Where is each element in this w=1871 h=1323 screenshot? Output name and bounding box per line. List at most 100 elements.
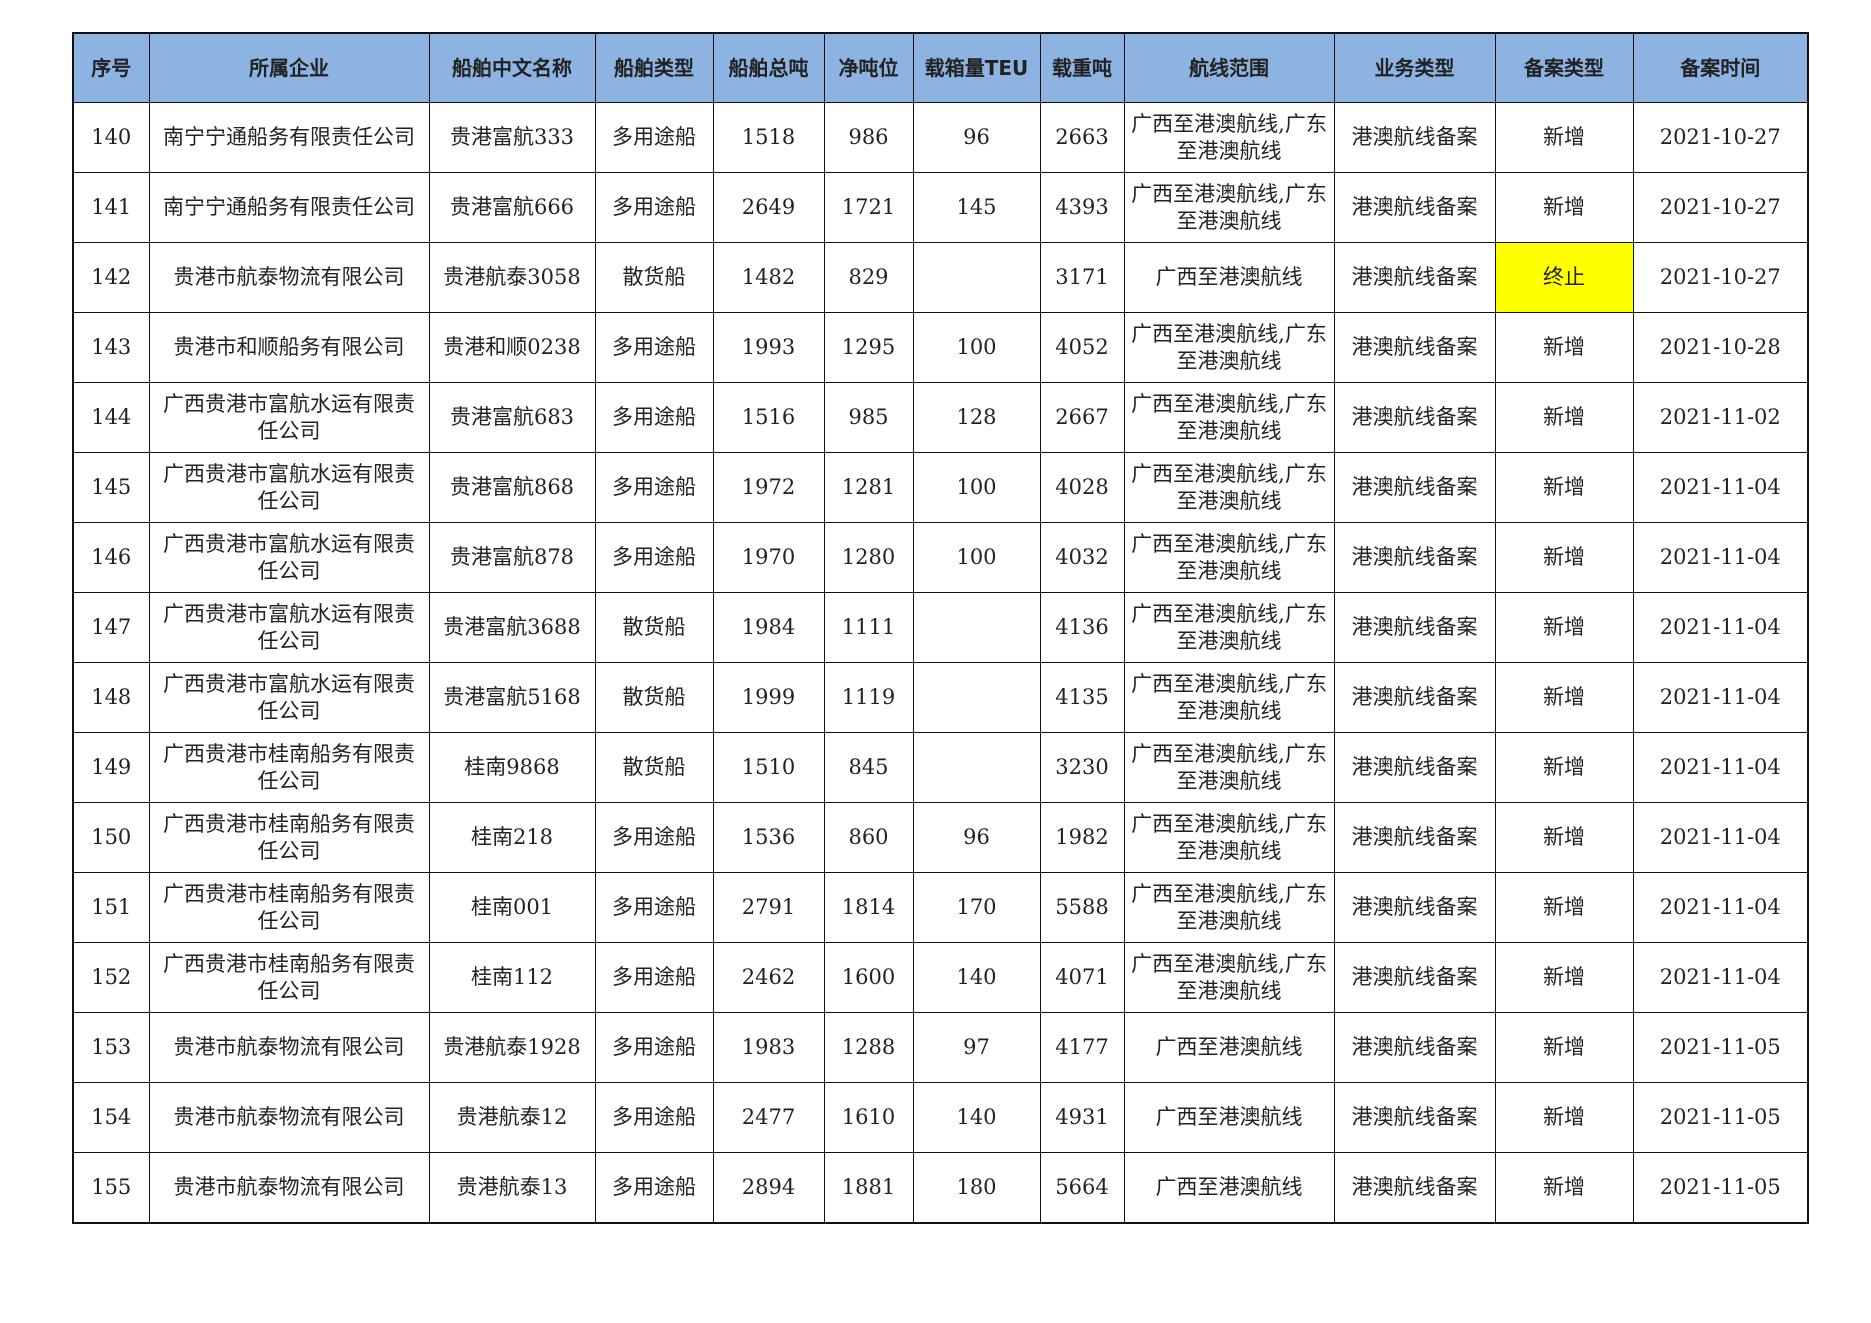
header-teu: 载箱量TEU	[912, 32, 1041, 103]
cell-ship-name: 贵港航泰3058	[428, 242, 596, 313]
cell-teu: 180	[912, 1152, 1041, 1224]
cell-company: 广西贵港市富航水运有限责任公司	[148, 452, 430, 523]
cell-ship-name: 贵港和顺0238	[428, 312, 596, 383]
table-row: 140 南宁宁通船务有限责任公司 贵港富航333 多用途船 1518 986 96 2663 广…	[72, 102, 1809, 173]
cell-filing-date: 2021-11-04	[1632, 802, 1809, 873]
cell-ship-name: 桂南112	[428, 942, 596, 1013]
cell-route: 广西至港澳航线,广东至港澳航线	[1123, 802, 1335, 873]
cell-business-type: 港澳航线备案	[1333, 662, 1496, 733]
cell-ship-name: 贵港航泰13	[428, 1152, 596, 1224]
cell-gross-tonnage: 1482	[712, 242, 825, 313]
cell-teu: 140	[912, 942, 1041, 1013]
cell-seq: 148	[72, 662, 150, 733]
cell-filing-date: 2021-11-04	[1632, 942, 1809, 1013]
cell-filing-type: 新增	[1494, 312, 1634, 383]
cell-filing-date: 2021-11-04	[1632, 872, 1809, 943]
cell-teu: 170	[912, 872, 1041, 943]
cell-gross-tonnage: 1983	[712, 1012, 825, 1083]
header-deadweight: 载重吨	[1039, 32, 1125, 103]
table-row: 152 广西贵港市桂南船务有限责任公司 桂南112 多用途船 2462 1600 140 40…	[72, 942, 1809, 1013]
cell-ship-name: 贵港富航868	[428, 452, 596, 523]
cell-route: 广西至港澳航线	[1123, 1152, 1335, 1224]
cell-net-tonnage: 829	[823, 242, 914, 313]
cell-seq: 147	[72, 592, 150, 663]
cell-net-tonnage: 845	[823, 732, 914, 803]
cell-company: 广西贵港市富航水运有限责任公司	[148, 382, 430, 453]
cell-filing-type: 新增	[1494, 172, 1634, 243]
cell-ship-type: 多用途船	[594, 452, 714, 523]
ship-filing-table: 序号 所属企业 船舶中文名称 船舶类型 船舶总吨 净吨位 载箱量TEU 载重吨 航线范围 业务类型…	[72, 32, 1809, 1224]
cell-deadweight: 5664	[1039, 1152, 1125, 1224]
header-row: 序号 所属企业 船舶中文名称 船舶类型 船舶总吨 净吨位 载箱量TEU 载重吨 航线范围 业务类型…	[72, 32, 1809, 103]
cell-ship-type: 多用途船	[594, 872, 714, 943]
cell-filing-date: 2021-11-04	[1632, 522, 1809, 593]
cell-filing-type: 新增	[1494, 662, 1634, 733]
table-row: 155 贵港市航泰物流有限公司 贵港航泰13 多用途船 2894 1881 180 5664 广…	[72, 1152, 1809, 1224]
cell-seq: 143	[72, 312, 150, 383]
cell-route: 广西至港澳航线,广东至港澳航线	[1123, 662, 1335, 733]
cell-ship-name: 贵港富航5168	[428, 662, 596, 733]
cell-company: 贵港市航泰物流有限公司	[148, 242, 430, 313]
cell-route: 广西至港澳航线,广东至港澳航线	[1123, 172, 1335, 243]
cell-ship-name: 桂南218	[428, 802, 596, 873]
cell-deadweight: 1982	[1039, 802, 1125, 873]
cell-gross-tonnage: 2649	[712, 172, 825, 243]
cell-filing-date: 2021-10-27	[1632, 242, 1809, 313]
cell-net-tonnage: 985	[823, 382, 914, 453]
cell-filing-type: 新增	[1494, 102, 1634, 173]
cell-gross-tonnage: 2477	[712, 1082, 825, 1153]
header-seq: 序号	[72, 32, 150, 103]
cell-seq: 154	[72, 1082, 150, 1153]
cell-filing-type: 新增	[1494, 802, 1634, 873]
cell-route: 广西至港澳航线,广东至港澳航线	[1123, 872, 1335, 943]
cell-ship-type: 多用途船	[594, 522, 714, 593]
cell-ship-type: 多用途船	[594, 1152, 714, 1224]
cell-teu: 97	[912, 1012, 1041, 1083]
cell-deadweight: 3230	[1039, 732, 1125, 803]
cell-gross-tonnage: 2791	[712, 872, 825, 943]
cell-ship-name: 贵港富航683	[428, 382, 596, 453]
cell-company: 贵港市和顺船务有限公司	[148, 312, 430, 383]
cell-company: 广西贵港市富航水运有限责任公司	[148, 662, 430, 733]
cell-deadweight: 5588	[1039, 872, 1125, 943]
cell-gross-tonnage: 1993	[712, 312, 825, 383]
cell-net-tonnage: 1280	[823, 522, 914, 593]
cell-deadweight: 2663	[1039, 102, 1125, 173]
table-row: 148 广西贵港市富航水运有限责任公司 贵港富航5168 散货船 1999 1119 413…	[72, 662, 1809, 733]
header-ship-name: 船舶中文名称	[428, 32, 596, 103]
cell-route: 广西至港澳航线,广东至港澳航线	[1123, 592, 1335, 663]
cell-company: 南宁宁通船务有限责任公司	[148, 172, 430, 243]
header-ship-type: 船舶类型	[594, 32, 714, 103]
cell-route: 广西至港澳航线	[1123, 242, 1335, 313]
table-row: 142 贵港市航泰物流有限公司 贵港航泰3058 散货船 1482 829 3171 广西至港…	[72, 242, 1809, 313]
cell-ship-name: 贵港富航878	[428, 522, 596, 593]
table-row: 151 广西贵港市桂南船务有限责任公司 桂南001 多用途船 2791 1814 170 55…	[72, 872, 1809, 943]
cell-net-tonnage: 1295	[823, 312, 914, 383]
cell-business-type: 港澳航线备案	[1333, 452, 1496, 523]
cell-route: 广西至港澳航线	[1123, 1082, 1335, 1153]
cell-gross-tonnage: 2894	[712, 1152, 825, 1224]
cell-ship-type: 散货船	[594, 592, 714, 663]
header-gross-tonnage: 船舶总吨	[712, 32, 825, 103]
cell-business-type: 港澳航线备案	[1333, 872, 1496, 943]
cell-gross-tonnage: 1970	[712, 522, 825, 593]
header-route: 航线范围	[1123, 32, 1335, 103]
cell-deadweight: 4052	[1039, 312, 1125, 383]
cell-ship-name: 贵港富航666	[428, 172, 596, 243]
header-company: 所属企业	[148, 32, 430, 103]
cell-gross-tonnage: 2462	[712, 942, 825, 1013]
cell-filing-type: 新增	[1494, 872, 1634, 943]
cell-net-tonnage: 1288	[823, 1012, 914, 1083]
cell-net-tonnage: 1881	[823, 1152, 914, 1224]
cell-gross-tonnage: 1516	[712, 382, 825, 453]
cell-filing-type: 新增	[1494, 1082, 1634, 1153]
cell-filing-date: 2021-10-28	[1632, 312, 1809, 383]
cell-business-type: 港澳航线备案	[1333, 172, 1496, 243]
cell-business-type: 港澳航线备案	[1333, 592, 1496, 663]
cell-company: 南宁宁通船务有限责任公司	[148, 102, 430, 173]
table-row: 145 广西贵港市富航水运有限责任公司 贵港富航868 多用途船 1972 1281 100…	[72, 452, 1809, 523]
cell-business-type: 港澳航线备案	[1333, 802, 1496, 873]
cell-route: 广西至港澳航线,广东至港澳航线	[1123, 452, 1335, 523]
cell-route: 广西至港澳航线	[1123, 1012, 1335, 1083]
cell-filing-type: 新增	[1494, 1152, 1634, 1224]
